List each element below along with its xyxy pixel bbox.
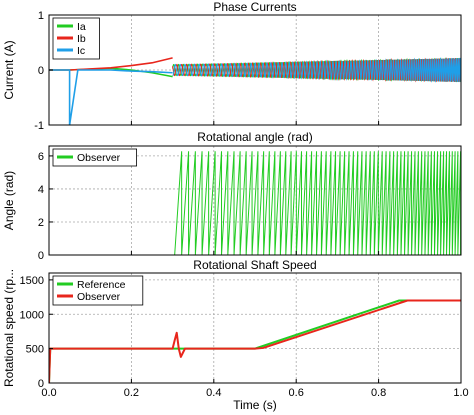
legend-box xyxy=(52,148,137,167)
y-tick-label: 1000 xyxy=(20,309,44,321)
y-tick-label: 2 xyxy=(38,217,44,229)
legend-label-ib: Ib xyxy=(77,33,86,45)
x-tick-label: 0.2 xyxy=(124,387,139,399)
x-tick-label: 0.0 xyxy=(41,387,56,399)
series-observer-line xyxy=(49,299,461,383)
y-tick-label: 0 xyxy=(38,65,44,77)
legend-box xyxy=(52,275,144,306)
series-observer-line xyxy=(49,151,461,255)
y-tick-label: 4 xyxy=(38,184,44,196)
series-ic-oscillation xyxy=(172,56,461,83)
series-layer xyxy=(49,56,461,125)
y-tick-label: 1500 xyxy=(20,275,44,287)
y-tick-label: 6 xyxy=(38,151,44,163)
chart-title: Rotational Shaft Speed xyxy=(193,258,316,272)
y-tick-label: 0 xyxy=(38,378,44,390)
legend-label-observer: Observer xyxy=(77,291,121,303)
series-ic-line xyxy=(49,69,173,125)
series-layer xyxy=(49,299,461,383)
chart-title: Phase Currents xyxy=(213,0,296,14)
axes-frame xyxy=(48,272,462,384)
subplot-2: 0 2 4 6 Rotational angle (rad) Angle (rad) Obs… xyxy=(2,130,462,262)
axes-frame xyxy=(48,145,462,256)
y-tick-label: 0 xyxy=(38,250,44,262)
chart-title: Rotational angle (rad) xyxy=(197,130,312,144)
y-axis-label: Rotational speed (rp... xyxy=(2,269,16,387)
legend-label-ic: Ic xyxy=(77,45,85,57)
x-axis-label: Time (s) xyxy=(233,398,277,412)
y-tick-label: 1 xyxy=(38,10,44,22)
x-tick-label: 0.6 xyxy=(289,387,304,399)
x-tick-label: 0.8 xyxy=(371,387,386,399)
legend-label-reference: Reference xyxy=(77,279,126,291)
y-axis-label: Current (A) xyxy=(2,40,16,99)
legend-label-ia: Ia xyxy=(77,21,86,33)
series-layer xyxy=(49,151,461,255)
x-tick-label: 0.4 xyxy=(206,387,221,399)
legend: Observer xyxy=(52,148,137,167)
x-tick-label: 1.0 xyxy=(453,387,468,399)
legend-label-observer: Observer xyxy=(77,152,121,164)
y-tick-label: 500 xyxy=(26,344,44,356)
y-tick-label: -1 xyxy=(34,120,44,132)
subplot-3: 0 500 1000 1500 0.0 0.2 0.4 0.6 0.8 1.0 Rotational… xyxy=(2,258,469,412)
y-axis-label: Angle (rad) xyxy=(2,171,16,230)
series-ib-oscillation xyxy=(172,57,461,83)
